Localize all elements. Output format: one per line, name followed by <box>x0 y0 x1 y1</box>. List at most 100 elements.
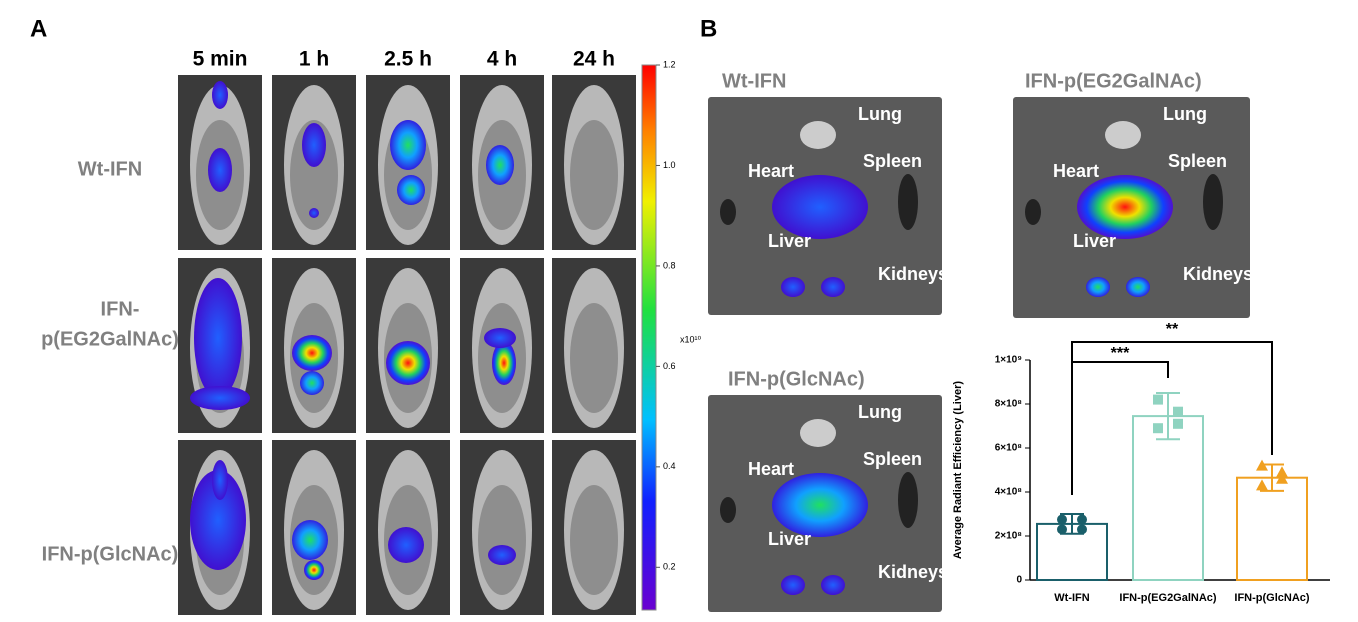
colorbar-tick-label: 0.6 <box>663 361 676 371</box>
organ-label: Spleen <box>863 151 922 171</box>
organ-label: Kidneys <box>878 562 948 582</box>
colorbar-tick-label: 1.0 <box>663 160 676 170</box>
column-header: 1 h <box>299 48 329 71</box>
heart <box>720 199 736 225</box>
organ-label: Spleen <box>1168 151 1227 171</box>
image-title: IFN-p(EG2GalNAc) <box>1025 70 1202 92</box>
signal <box>212 460 228 500</box>
signal <box>486 145 514 185</box>
signal <box>304 560 324 580</box>
point <box>1276 472 1288 484</box>
liver <box>1077 175 1173 239</box>
organ-label: Kidneys <box>878 264 948 284</box>
panel-label: B <box>700 15 717 42</box>
heart <box>1025 199 1041 225</box>
bar <box>1236 476 1308 582</box>
mouse-torso <box>570 303 618 413</box>
heart <box>720 497 736 523</box>
point <box>1173 418 1183 429</box>
column-header: 24 h <box>573 48 615 71</box>
mouse-torso <box>290 120 338 230</box>
spleen <box>1203 174 1223 230</box>
y-tick-label: 0 <box>1016 575 1022 586</box>
organ-label: Heart <box>1053 161 1099 181</box>
y-tick-label: 2×10⁸ <box>995 531 1023 542</box>
signal <box>212 81 228 109</box>
signal <box>190 386 250 410</box>
colorbar-tick-label: 0.2 <box>663 562 676 572</box>
bar <box>1132 415 1204 581</box>
spleen <box>898 174 918 230</box>
significance: ** <box>1166 321 1179 338</box>
point <box>1173 406 1183 417</box>
row-label: IFN- <box>101 298 140 320</box>
y-tick-label: 8×10⁸ <box>995 399 1023 410</box>
column-header: 2.5 h <box>384 48 432 71</box>
mouse-torso <box>570 120 618 230</box>
organ-label: Kidneys <box>1183 264 1253 284</box>
lung <box>800 121 836 149</box>
row-label: Wt-IFN <box>78 158 142 180</box>
error-bar <box>1156 392 1180 441</box>
liver <box>772 175 868 239</box>
colorbar-tick-label: 0.4 <box>663 461 676 471</box>
significance-bracket <box>1071 341 1273 455</box>
kidney <box>1086 277 1110 297</box>
row-label: IFN-p(GlcNAc) <box>42 543 179 565</box>
organ-label: Heart <box>748 459 794 479</box>
signal <box>390 120 426 170</box>
signal <box>397 175 425 205</box>
signal <box>484 328 516 348</box>
organ-label: Lung <box>858 104 902 124</box>
organ-label: Lung <box>1163 104 1207 124</box>
kidney <box>781 575 805 595</box>
y-tick-label: 6×10⁸ <box>995 443 1023 454</box>
column-header: 5 min <box>193 48 248 71</box>
kidney <box>1126 277 1150 297</box>
mouse-images <box>178 75 636 615</box>
liver <box>772 473 868 537</box>
organ-label: Lung <box>858 402 902 422</box>
point <box>1153 394 1163 405</box>
point <box>1057 524 1067 535</box>
colorbar-tick-label: 0.8 <box>663 260 676 270</box>
point <box>1256 479 1268 491</box>
organ-label: Spleen <box>863 449 922 469</box>
lung <box>800 419 836 447</box>
lung <box>1105 121 1141 149</box>
point <box>1153 423 1163 434</box>
x-tick-label: IFN-p(EG2GalNAc) <box>1119 592 1217 604</box>
signal <box>302 123 326 167</box>
signal <box>292 335 332 371</box>
x-tick-label: Wt-IFN <box>1054 592 1089 604</box>
kidney <box>821 575 845 595</box>
mouse-torso <box>478 485 526 595</box>
colorbar-tick-label: 1.2 <box>663 59 676 69</box>
y-tick-label: 1×10⁹ <box>995 355 1023 366</box>
organ-label: Liver <box>1073 231 1116 251</box>
panel-label: A <box>30 15 47 42</box>
organ-label: Liver <box>768 529 811 549</box>
signal <box>386 341 430 385</box>
organ-label: Heart <box>748 161 794 181</box>
point <box>1256 459 1268 471</box>
significance-bracket <box>1071 361 1169 495</box>
signal <box>488 545 516 565</box>
x-tick-label: IFN-p(GlcNAc) <box>1234 592 1310 604</box>
point <box>1077 524 1087 535</box>
colorbar-label: x10¹⁰ <box>680 334 702 344</box>
row-label: p(EG2GalNAc) <box>41 328 179 350</box>
signal <box>492 341 516 385</box>
signal <box>190 470 246 570</box>
signal <box>388 527 424 563</box>
organ-label: Liver <box>768 231 811 251</box>
signal <box>300 371 324 395</box>
spleen <box>898 472 918 528</box>
kidney <box>821 277 845 297</box>
image-title: Wt-IFN <box>722 70 786 92</box>
image-title: IFN-p(GlcNAc) <box>728 368 865 390</box>
signal <box>292 520 328 560</box>
point <box>1057 514 1067 525</box>
significance: *** <box>1111 345 1130 362</box>
